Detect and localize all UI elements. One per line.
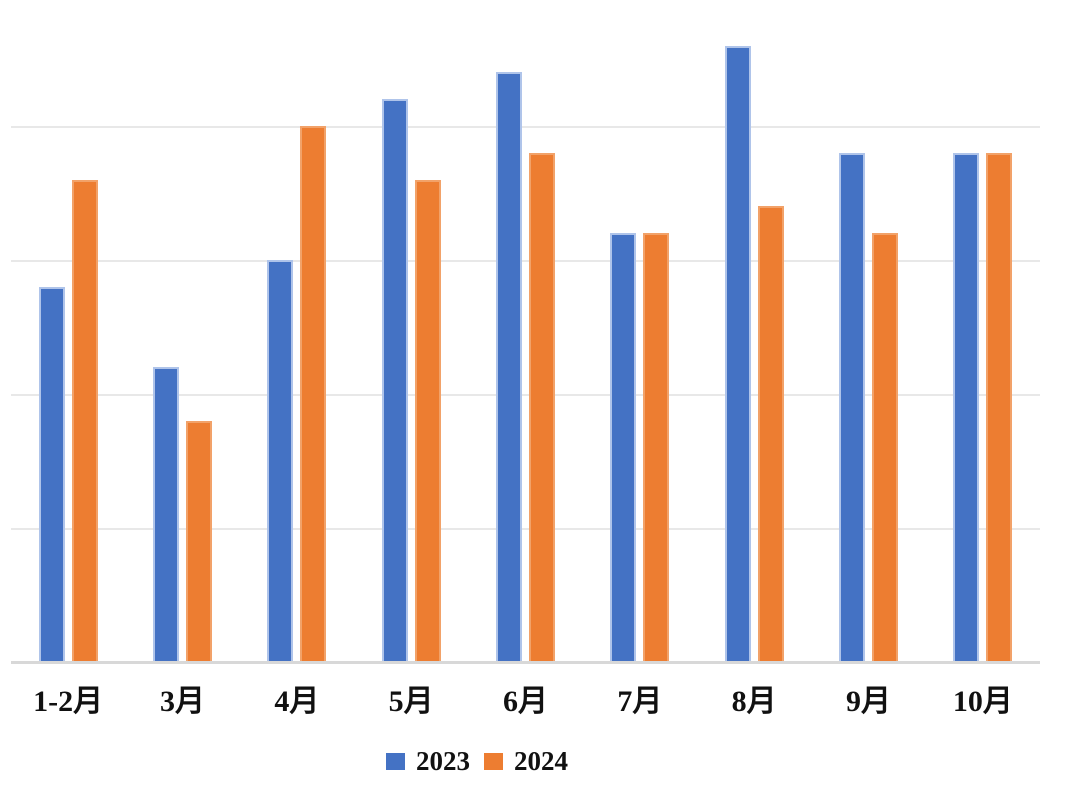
bar-2024-1-2月 (71, 179, 98, 662)
legend-item-2024: 2024 (484, 745, 568, 776)
gridline (11, 260, 1040, 262)
bar-2023-5月 (381, 99, 408, 662)
bar-2023-1-2月 (38, 286, 65, 662)
legend: 2023 2024 (386, 744, 568, 778)
bar-2023-4月 (267, 260, 294, 662)
x-axis-label-4月: 4月 (274, 685, 320, 718)
x-axis-label-9月: 9月 (846, 685, 891, 718)
x-axis-label-8月: 8月 (731, 685, 777, 718)
legend-label: 2024 (514, 745, 568, 776)
bar-2024-9月 (872, 233, 898, 662)
gridline (11, 394, 1040, 396)
gridline (11, 126, 1040, 128)
x-axis-label-1-2月: 1-2月 (33, 685, 104, 718)
bar-2023-6月 (496, 72, 522, 662)
legend-swatch-icon (386, 752, 405, 770)
x-axis-label-3月: 3月 (160, 685, 205, 718)
bar-2024-5月 (414, 179, 441, 662)
legend-label: 2023 (416, 745, 470, 776)
gridline (11, 528, 1040, 530)
x-axis-label-10月: 10月 (952, 685, 1013, 718)
bar-2024-10月 (986, 152, 1013, 662)
bar-2024-3月 (186, 420, 212, 662)
bar-2023-7月 (610, 233, 637, 662)
x-axis-labels: 1-2月 3月 4月 5月 6月 7月 8月 9月 10月 (11, 676, 1040, 718)
bar-2024-7月 (643, 233, 670, 662)
bar-2023-3月 (153, 367, 179, 662)
x-axis-line (11, 661, 1040, 664)
bar-2024-4月 (300, 126, 327, 662)
legend-item-2023: 2023 (386, 745, 470, 776)
plot-area (11, 0, 1040, 664)
x-axis-label-6月: 6月 (503, 685, 548, 718)
bar-2024-6月 (529, 152, 555, 662)
bar-2024-8月 (757, 206, 784, 662)
x-axis-label-5月: 5月 (388, 685, 434, 718)
bar-2023-9月 (839, 152, 865, 662)
legend-swatch-icon (484, 752, 503, 770)
bar-2023-8月 (724, 45, 751, 662)
bar-2023-10月 (953, 152, 980, 662)
x-axis-label-7月: 7月 (617, 685, 663, 718)
